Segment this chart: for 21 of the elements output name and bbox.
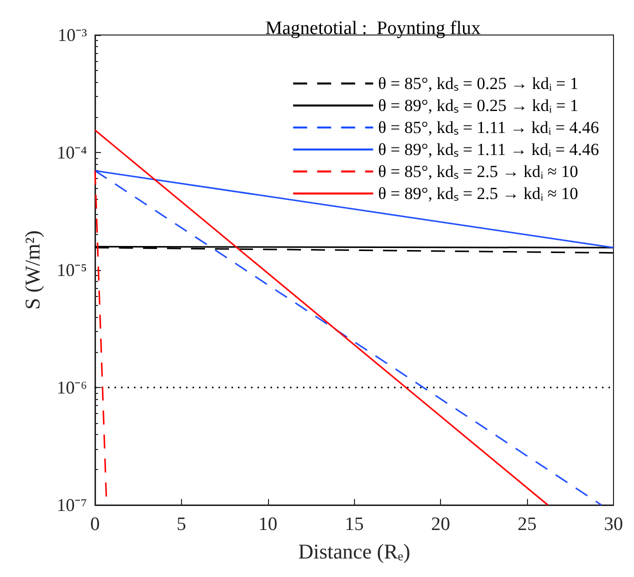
legend-label: θ = 89°, kdₛ = 1.11 → kdᵢ = 4.46	[378, 140, 600, 159]
x-axis-title: Distance (Rₑ)	[298, 540, 410, 564]
y-tick-label: 10⁻⁴	[56, 142, 87, 162]
x-tick-label: 10	[258, 514, 278, 535]
x-tick-label: 25	[518, 514, 537, 535]
legend-label: θ = 85°, kdₛ = 1.11 → kdᵢ = 4.46	[378, 118, 600, 137]
y-tick-label: 10⁻⁵	[56, 260, 87, 280]
chart-title: Magnetotial : Poynting flux	[265, 18, 482, 39]
y-tick-label: 10⁻⁶	[56, 378, 87, 398]
y-axis-title: S (W/m²)	[20, 230, 44, 310]
legend-label: θ = 89°, kdₛ = 0.25 → kdᵢ = 1	[378, 96, 578, 115]
y-tick-label: 10⁻³	[58, 25, 88, 45]
y-tick-label: 10⁻⁷	[56, 495, 87, 515]
x-tick-label: 30	[604, 514, 623, 535]
legend-label: θ = 85°, kdₛ = 2.5 → kdᵢ ≈ 10	[378, 162, 578, 181]
x-tick-label: 20	[431, 514, 450, 535]
x-tick-label: 15	[344, 514, 364, 535]
x-tick-label: 0	[90, 514, 100, 535]
legend-label: θ = 89°, kdₛ = 2.5 → kdᵢ ≈ 10	[378, 184, 578, 203]
x-tick-label: 5	[176, 514, 186, 535]
legend-label: θ = 85°, kdₛ = 0.25 → kdᵢ = 1	[378, 74, 578, 93]
